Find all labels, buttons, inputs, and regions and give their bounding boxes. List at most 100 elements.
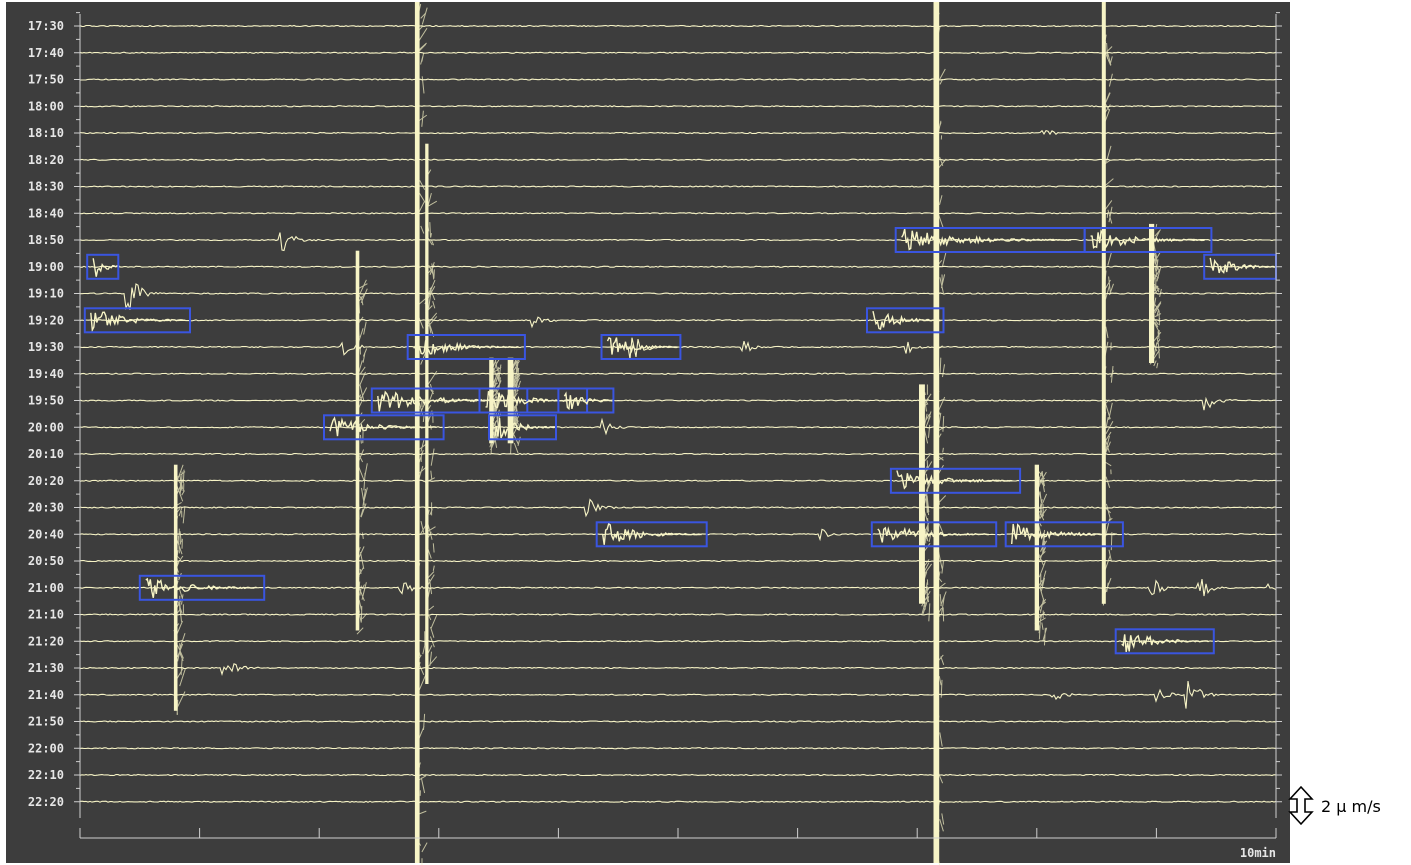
time-label: 19:50 <box>28 394 64 408</box>
event-signal <box>413 340 519 356</box>
event-signal <box>145 577 257 598</box>
time-label: 19:20 <box>28 313 64 327</box>
event-box <box>83 307 191 334</box>
trace-line <box>79 613 1277 616</box>
trace-line <box>79 24 1277 28</box>
event-signal <box>1090 229 1205 250</box>
event-signal <box>877 526 989 543</box>
spike-coda <box>1149 224 1162 369</box>
time-label: 22:00 <box>28 741 64 755</box>
scale-bar-label: 2 μ m/s <box>1321 797 1381 816</box>
time-label: 21:20 <box>28 634 64 648</box>
trace-line <box>79 51 1277 54</box>
time-label: 19:10 <box>28 287 64 301</box>
trace-line <box>79 452 1277 456</box>
trace-line <box>79 800 1277 803</box>
trace-line <box>80 78 1277 81</box>
time-label: 18:10 <box>28 126 64 140</box>
time-label: 20:40 <box>28 527 64 541</box>
trace-line <box>79 396 1277 411</box>
event-signal <box>494 418 556 439</box>
time-label: 17:40 <box>28 46 64 60</box>
spike-coda <box>1101 34 1115 606</box>
event-box <box>406 334 526 360</box>
time-label: 17:30 <box>28 19 64 33</box>
time-label: 18:20 <box>28 153 64 167</box>
event-box <box>1083 227 1213 253</box>
trace-line <box>79 559 1277 563</box>
time-label: 18:40 <box>28 206 64 220</box>
event-boxes-layer <box>83 227 1277 655</box>
time-label: 17:50 <box>28 73 64 87</box>
seismic-spike <box>425 143 429 684</box>
trace-line <box>79 129 1277 136</box>
time-label: 21:10 <box>28 608 64 622</box>
event-box <box>86 253 120 280</box>
spike-coda <box>424 169 438 667</box>
event-signal <box>1121 634 1209 653</box>
time-label: 21:40 <box>28 688 64 702</box>
event-signal <box>872 310 941 331</box>
event-box <box>600 334 682 360</box>
time-label: 20:50 <box>28 554 64 568</box>
event-box <box>488 414 557 441</box>
event-box <box>138 574 266 601</box>
event-signal <box>485 390 582 409</box>
trace-line <box>79 265 1276 268</box>
trace-line <box>79 417 1277 436</box>
plot-background <box>6 2 1290 863</box>
trace-line <box>79 681 1277 709</box>
seismic-spike <box>173 464 178 711</box>
trace-line <box>79 773 1277 777</box>
event-box <box>557 387 615 414</box>
seismic-spike <box>355 250 360 631</box>
time-label: 19:30 <box>28 340 64 354</box>
time-label: 18:30 <box>28 180 64 194</box>
event-signal <box>602 522 702 545</box>
scale-arrow-icon <box>1288 785 1314 826</box>
event-box <box>870 521 998 548</box>
spike-coda <box>933 12 947 865</box>
event-signal <box>896 470 1013 490</box>
trace-line <box>79 185 1277 188</box>
event-signal <box>90 311 186 333</box>
event-box <box>866 307 945 334</box>
seismic-spike <box>1101 2 1106 604</box>
scale-bar: 2 μ m/s <box>1288 785 1381 826</box>
trace-line <box>79 372 1277 375</box>
event-signal <box>1011 523 1117 545</box>
trace-line <box>79 579 1277 597</box>
seismic-spike <box>1149 223 1155 363</box>
event-signal <box>92 258 121 277</box>
duration-label: 10min <box>1240 846 1276 860</box>
event-signal <box>1209 257 1275 274</box>
trace-line <box>79 316 1276 329</box>
event-box <box>370 387 529 414</box>
time-label: 22:20 <box>28 795 64 809</box>
spike-coda <box>414 3 428 865</box>
trace-line <box>80 283 1277 311</box>
time-label: 20:00 <box>28 420 64 434</box>
trace-line <box>79 232 1277 252</box>
seismic-spike <box>919 384 925 604</box>
event-box <box>1114 628 1215 655</box>
time-labels-layer: 17:30 17:40 17:50 18:00 18:10 18:20 18:30 18:40… <box>28 19 64 809</box>
seismic-spike <box>414 2 420 863</box>
event-box <box>1004 521 1124 548</box>
trace-line <box>79 640 1277 643</box>
time-label: 18:50 <box>28 233 64 247</box>
trace-line <box>79 479 1277 482</box>
time-label: 22:10 <box>28 768 64 782</box>
trace-line <box>79 663 1277 676</box>
trace-line <box>79 747 1277 750</box>
seismic-spike <box>1034 464 1039 631</box>
event-box <box>889 467 1022 494</box>
time-label: 19:00 <box>28 260 64 274</box>
trace-line <box>79 105 1277 108</box>
time-label: 20:20 <box>28 474 64 488</box>
time-label: 21:50 <box>28 715 64 729</box>
trace-line <box>79 720 1277 723</box>
time-label: 20:30 <box>28 501 64 515</box>
axis-layer <box>74 12 1282 839</box>
